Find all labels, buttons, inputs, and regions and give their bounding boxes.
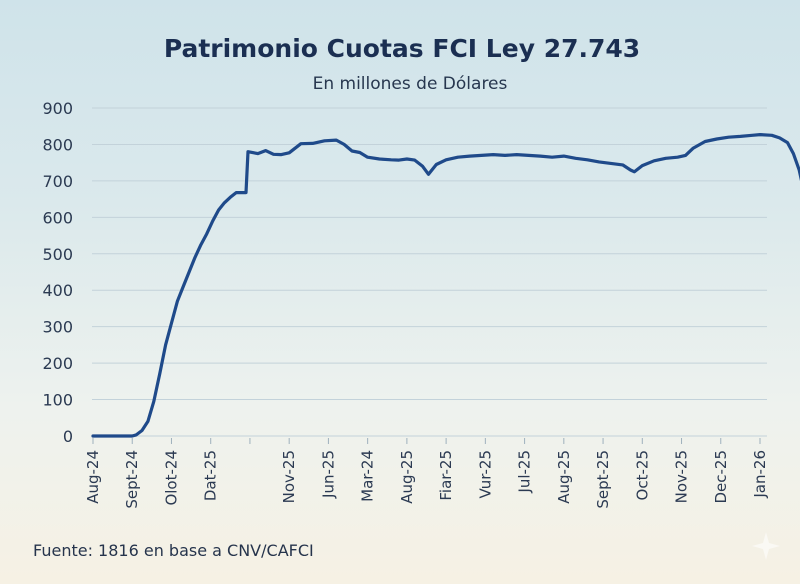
x-tick-label: Aug-24: [84, 450, 102, 504]
y-tick-label: 300: [42, 318, 73, 337]
chart-title: Patrimonio Cuotas FCI Ley 27.743: [164, 34, 640, 63]
series-layer: [91, 133, 800, 438]
x-tick-label: Nov-25: [673, 450, 691, 503]
sparkle-watermark: [752, 532, 780, 560]
x-tick-label: Aug-25: [555, 450, 573, 504]
y-tick-label: 600: [42, 208, 73, 227]
x-tick-label: Dat-25: [202, 450, 220, 501]
y-tick-label: 100: [42, 391, 73, 410]
x-axis-ticks: Aug-24 Sept-24 Olot-24 Dat-25 Nov-25 Jun-25 Ma…: [84, 438, 769, 509]
x-tick-label: Oct-25: [633, 450, 651, 500]
x-tick-label: Nov-25: [280, 450, 298, 503]
x-tick-label: Fiar-25: [437, 450, 455, 501]
y-tick-label: 400: [42, 281, 73, 300]
y-tick-label: 700: [42, 172, 73, 191]
x-tick-label: Vur-25: [476, 450, 494, 498]
x-tick-label: Dec-25: [712, 450, 730, 504]
chart-subtitle: En millones de Dólares: [313, 74, 508, 94]
x-tick-label: Jul-25: [516, 450, 534, 494]
x-tick-label: Jan-26: [751, 450, 769, 499]
y-tick-label: 800: [42, 135, 73, 154]
x-tick-label: Olot-24: [162, 450, 180, 506]
series-line: [91, 133, 800, 438]
y-tick-label: 200: [42, 354, 73, 373]
y-tick-label: 900: [42, 99, 73, 118]
y-tick-label: 500: [42, 245, 73, 264]
gridlines: [92, 107, 767, 437]
x-tick-label: Jun-25: [319, 450, 337, 499]
source-note: Fuente: 1816 en base a CNV/CAFCI: [33, 541, 314, 560]
x-tick-label: Mar-24: [359, 450, 377, 502]
y-axis-ticks: 0 100 200 300 400 500 600 700 800 900: [42, 99, 73, 446]
y-tick-label: 0: [63, 427, 73, 446]
x-tick-label: Sept-25: [594, 450, 612, 509]
x-tick-label: Sept-24: [123, 450, 141, 509]
x-tick-label: Aug-25: [398, 450, 416, 504]
